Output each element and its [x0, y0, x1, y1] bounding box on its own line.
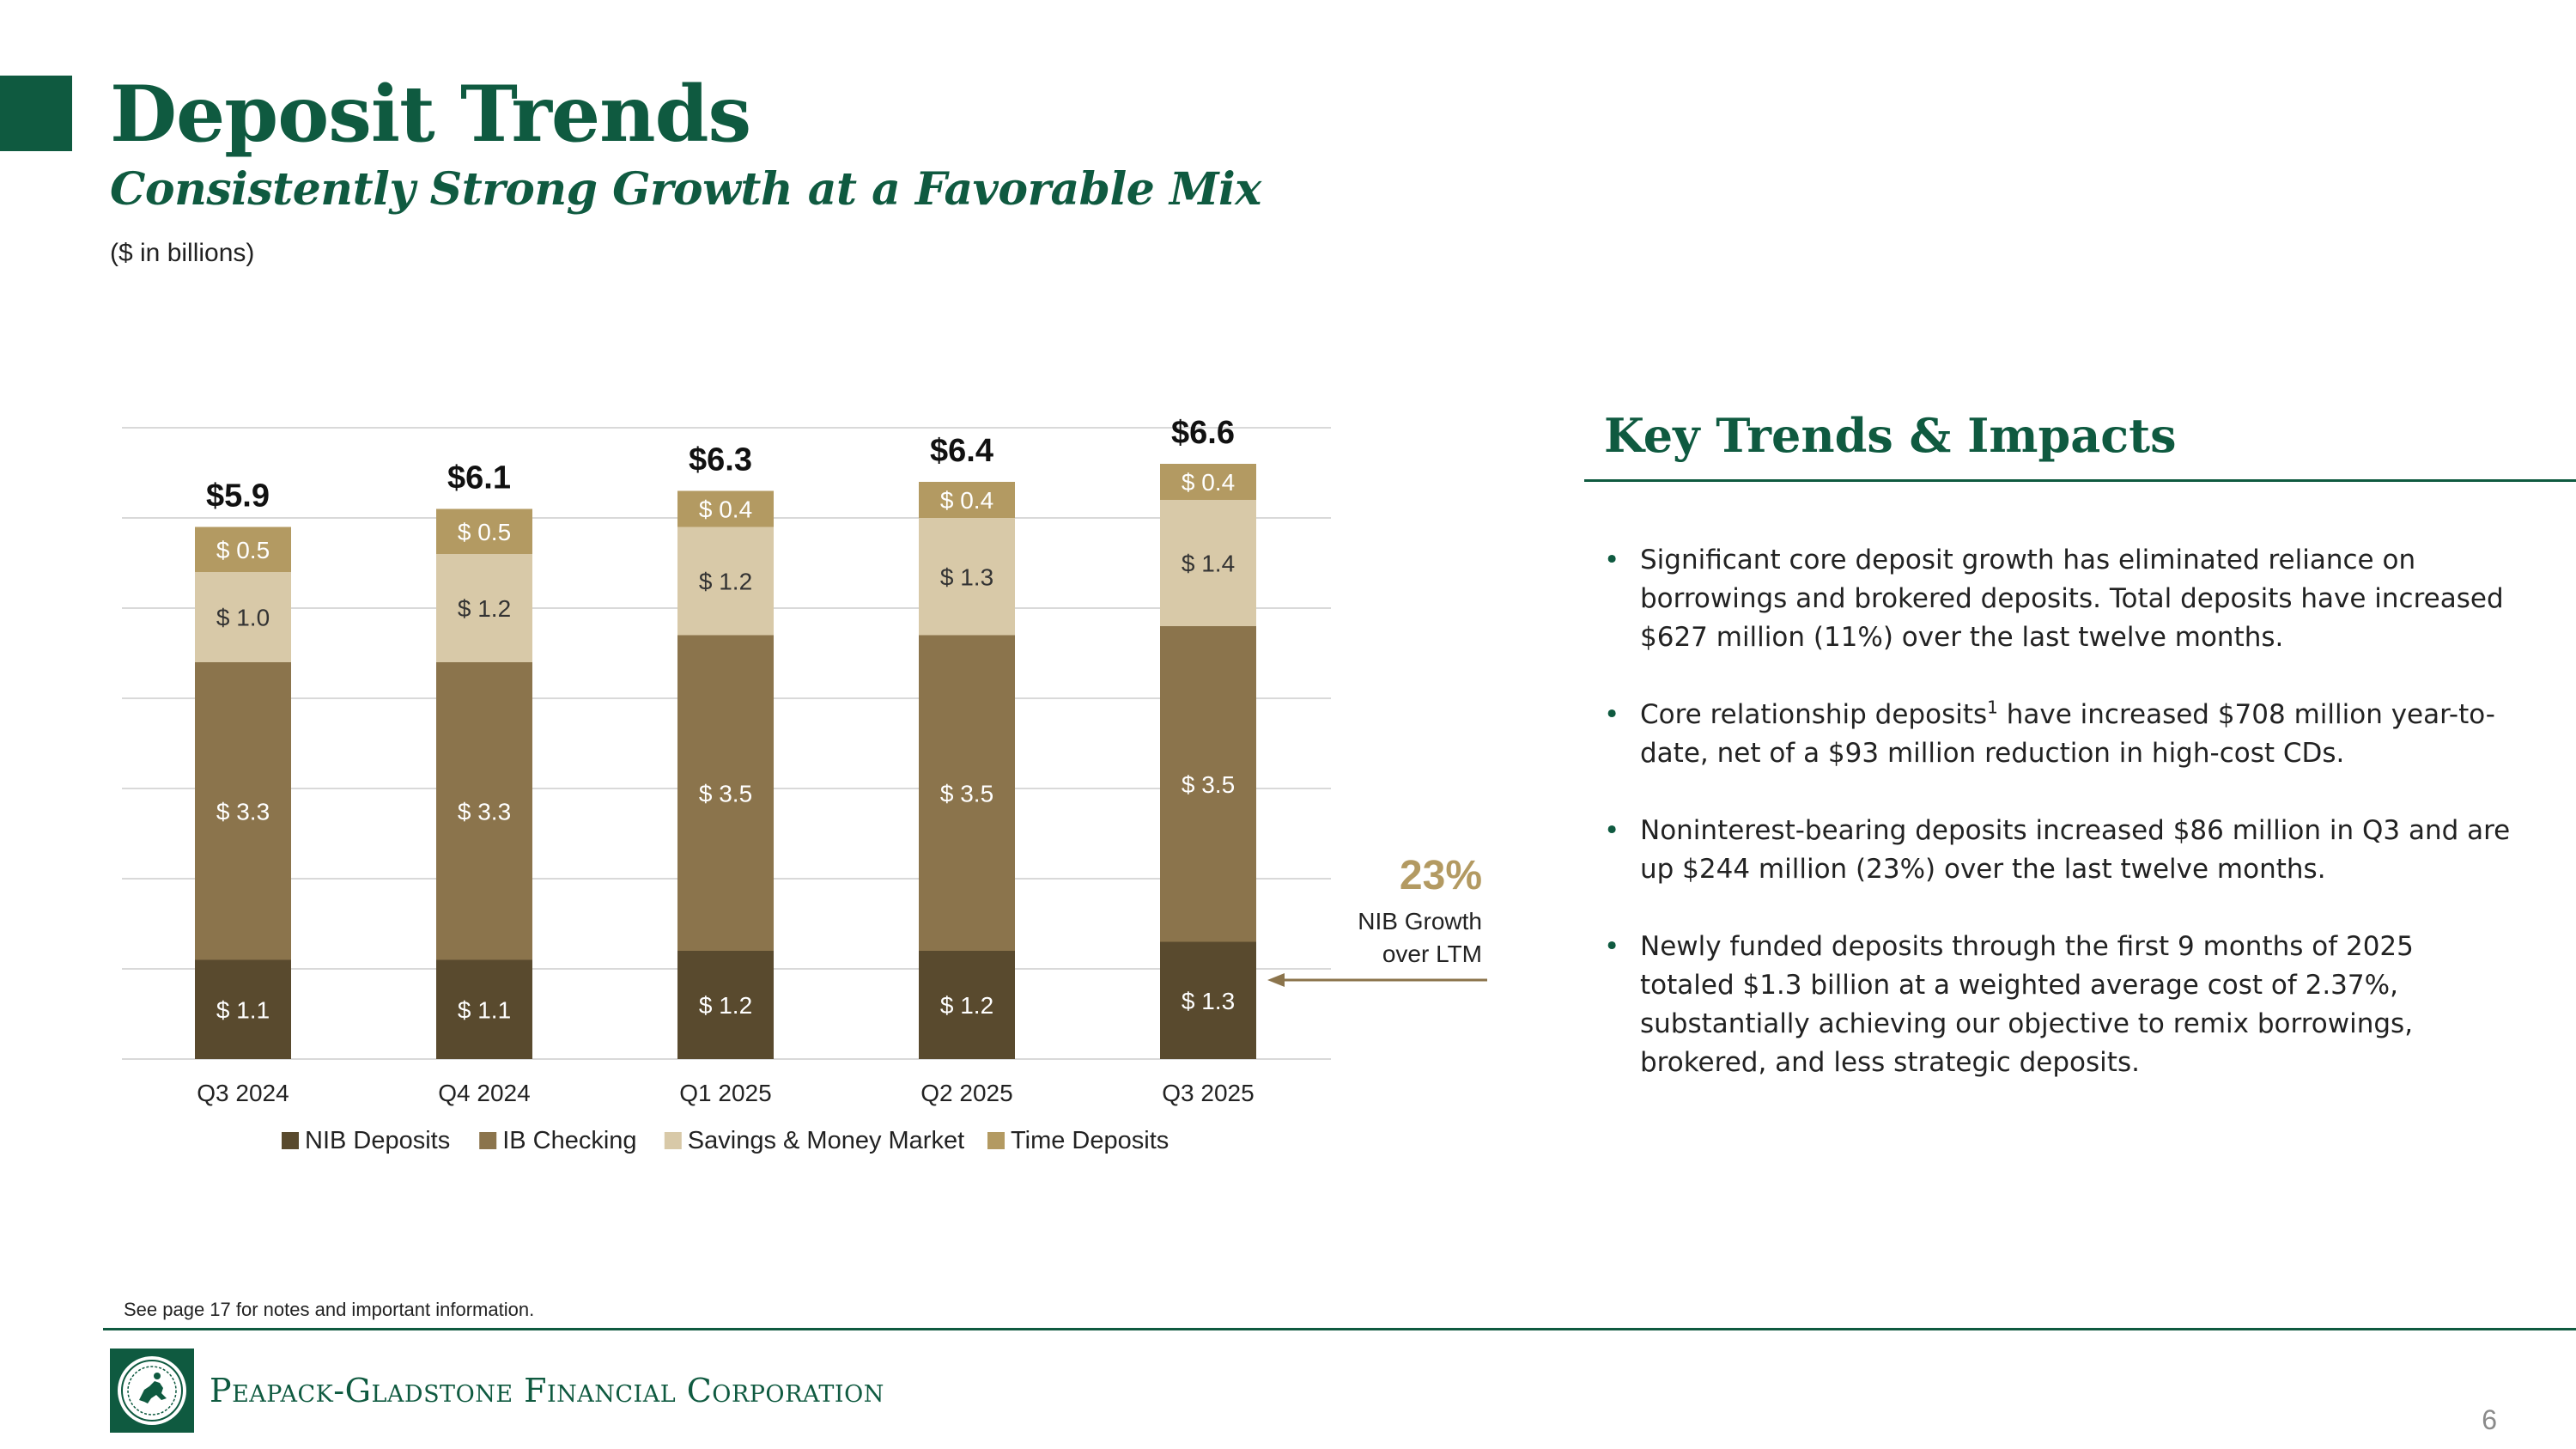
total-label: $6.4 [930, 433, 993, 469]
data-label: $ 1.4 [1182, 551, 1235, 577]
nib-growth-value: 23% [1400, 853, 1482, 898]
data-label: $ 1.3 [940, 563, 993, 590]
bar-segment [436, 959, 532, 1059]
bar-segment [919, 482, 1015, 518]
x-tick-label: Q3 2025 [1162, 1080, 1254, 1106]
page-subtitle: Consistently Strong Growth at a Favorabl… [110, 163, 1261, 216]
footnote: See page 17 for notes and important info… [124, 1299, 535, 1320]
bar-segment [919, 518, 1015, 636]
bullet-text: Newly funded deposits through the first … [1640, 931, 2414, 1078]
bar-segment [436, 662, 532, 960]
bar-segment [195, 527, 291, 572]
x-tick-label: Q1 2025 [679, 1080, 771, 1106]
bullet-text: Significant core deposit growth has elim… [1640, 545, 2504, 653]
bar-segment [919, 635, 1015, 951]
legend-swatch [987, 1132, 1005, 1149]
units-note: ($ in billions) [110, 239, 255, 267]
data-label: $ 3.3 [458, 798, 511, 825]
legend-swatch [479, 1132, 497, 1149]
x-tick-label: Q2 2025 [920, 1080, 1012, 1106]
legend-swatch [664, 1132, 682, 1149]
bar-segment [677, 951, 774, 1059]
bullet-item: Newly funded deposits through the first … [1604, 928, 2514, 1082]
bar-segment [436, 554, 532, 662]
bar-segment [919, 951, 1015, 1059]
bullet-text: have increased $708 million year-to-date… [1640, 699, 2495, 769]
company-seal-logo [110, 1349, 194, 1433]
total-label: $6.1 [447, 460, 511, 496]
data-label: $ 1.2 [458, 595, 511, 622]
bar-segment [1160, 500, 1256, 626]
data-label: $ 3.3 [216, 798, 270, 825]
bar-segment [677, 527, 774, 636]
data-label: $ 0.4 [699, 496, 752, 523]
bar-segment [195, 959, 291, 1059]
key-trends-divider [1584, 479, 2576, 482]
bar-segment [1160, 626, 1256, 942]
data-label: $ 1.0 [216, 605, 270, 631]
company-name: Peapack-Gladstone Financial Corporation [210, 1372, 884, 1409]
data-label: $ 1.3 [1182, 988, 1235, 1014]
nib-growth-caption: NIB Growth [1358, 908, 1482, 935]
x-tick-label: Q4 2024 [438, 1080, 530, 1106]
bar-segment [436, 508, 532, 554]
page-title: Deposit Trends [110, 69, 751, 160]
data-label: $ 1.2 [699, 569, 752, 595]
bar-segment [677, 490, 774, 527]
key-trends-list: Significant core deposit growth has elim… [1604, 541, 2514, 1121]
legend-label: NIB Deposits [305, 1127, 450, 1154]
data-label: $ 1.2 [699, 992, 752, 1019]
data-label: $ 0.5 [216, 537, 270, 563]
bullet-item: Noninterest-bearing deposits increased $… [1604, 812, 2514, 889]
footer-divider [103, 1328, 2576, 1330]
deposit-stacked-bar-chart: $ 1.1 $ 3.3 $ 1.0 $ 0.5 $5.9 Q3 2024 $ 1.1 $ 3.… [122, 415, 1487, 1154]
key-trends-title: Key Trends & Impacts [1604, 408, 2177, 463]
bullet-text: Core relationship deposits [1640, 699, 1988, 730]
footnote-marker: 1 [1987, 697, 1998, 718]
nib-growth-caption: over LTM [1382, 941, 1482, 967]
bar-segment [195, 572, 291, 662]
bullet-text: Noninterest-bearing deposits increased $… [1640, 815, 2511, 885]
data-label: $ 1.2 [940, 992, 993, 1019]
data-label: $ 3.5 [699, 780, 752, 807]
data-label: $ 0.4 [1182, 469, 1235, 496]
annotation-arrow-head [1267, 973, 1285, 987]
x-tick-label: Q3 2024 [197, 1080, 289, 1106]
bullet-item: Core relationship deposits1 have increas… [1604, 696, 2514, 773]
bar-segment [1160, 941, 1256, 1059]
bar-segment [195, 662, 291, 960]
total-label: $6.3 [689, 442, 752, 478]
title-accent-square [0, 76, 72, 151]
data-label: $ 1.1 [216, 996, 270, 1023]
data-label: $ 0.5 [458, 519, 511, 545]
bullet-item: Significant core deposit growth has elim… [1604, 541, 2514, 657]
data-label: $ 0.4 [940, 487, 993, 514]
bar-segment [677, 635, 774, 951]
legend-label: Time Deposits [1011, 1127, 1169, 1154]
legend-swatch [282, 1132, 299, 1149]
page-number: 6 [2482, 1404, 2497, 1435]
total-label: $6.6 [1171, 415, 1235, 451]
legend-label: Savings & Money Market [688, 1127, 964, 1154]
data-label: $ 3.5 [1182, 771, 1235, 798]
data-label: $ 1.1 [458, 996, 511, 1023]
total-label: $5.9 [206, 478, 270, 514]
bar-segment [1160, 464, 1256, 500]
data-label: $ 3.5 [940, 780, 993, 807]
legend-label: IB Checking [502, 1127, 636, 1154]
